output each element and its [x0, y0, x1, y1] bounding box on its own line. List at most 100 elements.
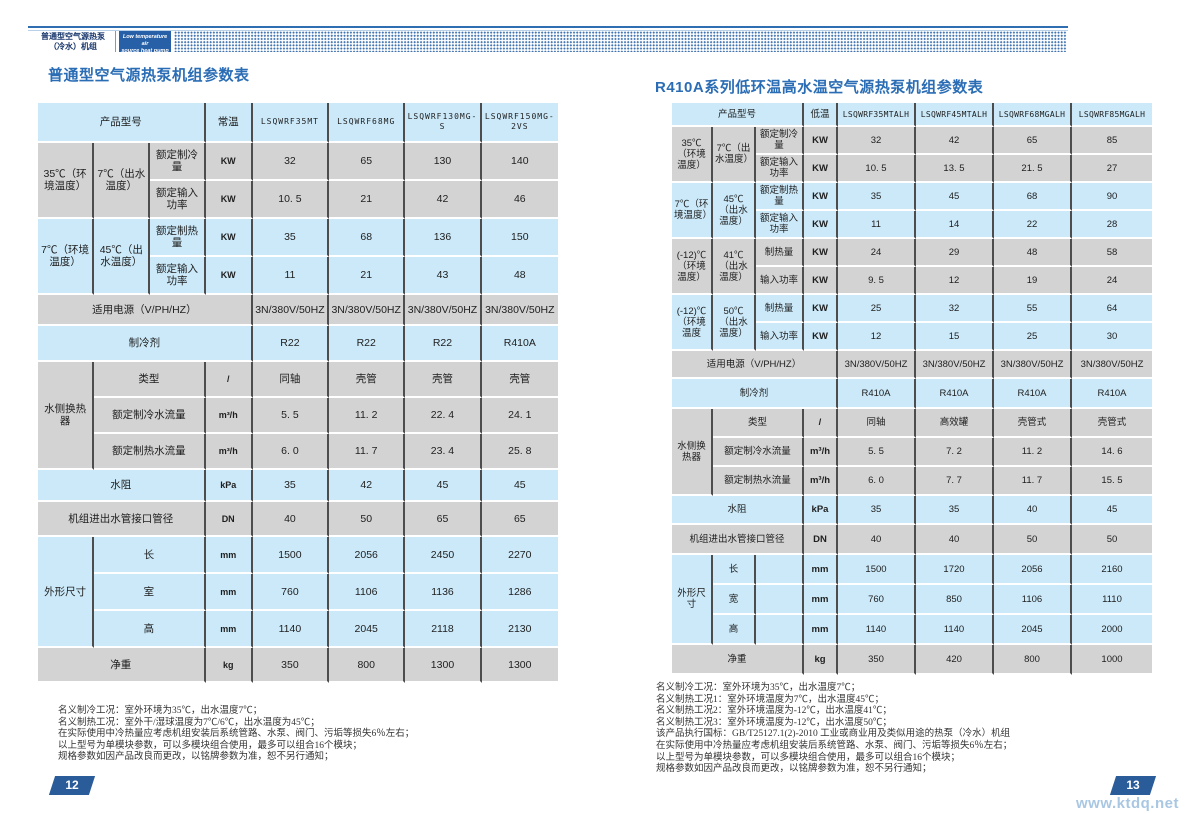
value-cell: 22 [994, 211, 1072, 239]
value-cell: 3N/380V/50HZ [994, 351, 1072, 379]
value-cell: 65 [329, 143, 406, 181]
unit-cell: KW [804, 211, 838, 239]
table-row: 高 mm 1140 1140 2045 2000 [672, 615, 1152, 645]
table-row: 7℃（环境温度） 45℃（出水温度） 额定制热量 KW 35 68 136 150 [38, 219, 558, 295]
note-line: 以上型号为单模块参数，可以多模块组合使用，最多可以组合16个模块； [656, 752, 961, 763]
note-line: 名义制热工况1：室外环境温度为7℃，出水温度45℃； [656, 694, 885, 705]
label-cell: 常温 [205, 103, 253, 143]
note-line: 名义制冷工况：室外环境为35℃，出水温度7℃； [58, 706, 263, 716]
value-cell: 2000 [1072, 615, 1152, 645]
unit-cell: KW [205, 219, 253, 257]
value-cell: 40 [252, 502, 330, 537]
note-line: 在实际使用中冷热量应考虑机组安装后系统管路、水泵、阀门、污垢等损失6％左右； [656, 740, 1013, 751]
table-row: 额定制冷水流量 m³/h 5. 5 7. 2 11. 2 14. 6 [672, 438, 1152, 467]
value-cell: 11. 7 [994, 467, 1072, 496]
value-cell: 2045 [994, 615, 1072, 645]
value-cell: 50 [994, 525, 1072, 555]
value-cell: 3N/380V/50HZ [838, 351, 916, 379]
value-cell: 40 [838, 525, 916, 555]
unit-cell: / [205, 362, 253, 398]
note-line: 名义制热工况2：室外环境温度为-12℃，出水温度41℃； [656, 706, 892, 717]
label-cell: 适用电源（V/PH/HZ） [672, 351, 838, 379]
table-row: 水阻 kPa 35 35 40 45 [672, 496, 1152, 525]
label-cell: 45℃（出水温度） [94, 219, 151, 295]
unit-cell: m³/h [205, 398, 253, 434]
value-cell: 68 [994, 183, 1072, 211]
brand-text: 普通型空气源热泵 （冷水）机组 [34, 32, 112, 52]
note-line: 规格参数如因产品改良而更改，以铭牌参数为准，恕不另行通知； [656, 764, 932, 775]
unit-cell: KW [804, 127, 838, 155]
label-cell: 额定制冷量 [756, 127, 804, 155]
label-cell: 额定制热水流量 [94, 434, 206, 470]
label-cell: 额定输入功率 [150, 257, 206, 295]
value-cell: 140 [481, 143, 558, 181]
value-cell: 45 [1072, 496, 1152, 525]
value-cell: 11 [838, 211, 916, 239]
value-cell: 68 [329, 219, 406, 257]
parameter-table: 产品型号 低温 LSQWRF35MTALH LSQWRF45MTALH LSQWRF68… [672, 103, 1152, 675]
value-cell: 85 [1072, 127, 1152, 155]
value-cell: 350 [252, 648, 330, 683]
model-cell: LSQWRF35MTALH [838, 103, 916, 127]
value-cell: 28 [1072, 211, 1152, 239]
value-cell: R22 [405, 326, 482, 362]
value-cell: 48 [481, 257, 558, 295]
value-cell: 15. 5 [1072, 467, 1152, 496]
unit-cell: mm [205, 537, 253, 574]
unit-cell: / [804, 409, 838, 438]
unit-cell: DN [205, 502, 253, 537]
label-cell: 输入功率 [756, 323, 804, 351]
label-cell: 外形尺寸 [38, 537, 95, 648]
table-row: 额定制热水流量 m³/h 6. 0 11. 7 23. 4 25. 8 [38, 434, 558, 470]
value-cell: 50 [1072, 525, 1152, 555]
label-cell: 额定输入功率 [756, 211, 804, 239]
value-cell: 6. 0 [838, 467, 916, 496]
unit-cell: KW [205, 143, 253, 181]
value-cell: 2045 [329, 611, 406, 648]
note-line: 以上型号为单模块参数，可以多模块组合使用，最多可以组合16个模块； [58, 740, 363, 751]
table-row: 水侧换热器 类型 / 同轴 高效罐 壳管式 壳管式 [672, 409, 1152, 496]
value-cell: 2056 [994, 555, 1072, 585]
value-cell: 1000 [1072, 645, 1152, 675]
label-cell: 45℃（出水温度） [713, 183, 756, 239]
value-cell: 12 [838, 323, 916, 351]
value-cell: 3N/380V/50HZ [916, 351, 994, 379]
unit-cell: KW [804, 267, 838, 295]
unit-cell: KW [804, 183, 838, 211]
label-cell: 外形尺寸 [672, 555, 713, 645]
value-cell: 21. 5 [994, 155, 1072, 183]
value-cell: 24 [1072, 267, 1152, 295]
value-cell: R410A [916, 379, 994, 409]
unit-cell: mm [804, 615, 838, 645]
value-cell: 1500 [252, 537, 330, 574]
value-cell: 5. 5 [252, 398, 330, 434]
table-row: 额定输入功率 KW 10. 5 13. 5 21. 5 27 [672, 155, 1152, 183]
label-cell: 净重 [672, 645, 804, 675]
model-cell: LSQWRF45MTALH [916, 103, 994, 127]
value-cell: 35 [838, 183, 916, 211]
value-cell: 45 [916, 183, 994, 211]
value-cell: 壳管式 [994, 409, 1072, 438]
unit-cell: KW [804, 155, 838, 183]
value-cell: 760 [838, 585, 916, 615]
value-cell: 1140 [252, 611, 330, 648]
label-cell: 41℃（出水温度） [713, 239, 756, 295]
table-row: 35℃（环境温度） 7℃（出水温度） 额定制冷量 KW 32 42 65 85 [672, 127, 1152, 183]
label-cell: 额定制冷水流量 [713, 438, 804, 467]
unit-cell: kPa [205, 470, 253, 502]
unit-cell: kPa [804, 496, 838, 525]
label-cell: 机组进出水管接口管径 [38, 502, 206, 537]
value-cell: 2118 [405, 611, 482, 648]
footnotes-left: 名义制冷工况：室外环境为35℃，出水温度7℃； 名义制热工况：室外干/湿球温度为7… [58, 706, 414, 764]
unit-cell: m³/h [205, 434, 253, 470]
label-cell: 7℃（环境温度） [672, 183, 713, 239]
label-cell: 35℃（环境温度） [38, 143, 95, 219]
label-cell: 宽 [713, 585, 756, 615]
label-cell: 额定制热量 [150, 219, 206, 257]
value-cell: 2056 [329, 537, 406, 574]
table-row: 净重 kg 350 420 800 1000 [672, 645, 1152, 675]
footnotes-right: 名义制冷工况：室外环境为35℃，出水温度7℃； 名义制热工况1：室外环境温度为7℃… [656, 683, 1012, 776]
brand-line2: （冷水）机组 [49, 42, 97, 51]
value-cell: 55 [994, 295, 1072, 323]
value-cell: 850 [916, 585, 994, 615]
